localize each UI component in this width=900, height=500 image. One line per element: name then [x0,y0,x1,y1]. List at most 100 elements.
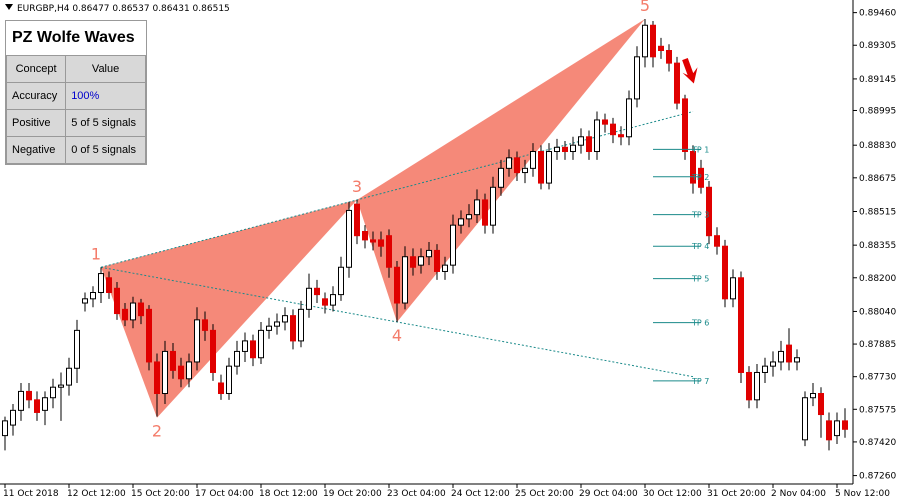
y-tick-label: 0.87885 [859,340,896,350]
candle-body [626,98,632,138]
candle-body [426,249,432,258]
target-label: TP 7 [691,377,709,386]
candle-body [762,365,768,373]
candle-body [370,239,376,243]
y-tick-label: 0.87420 [859,438,896,448]
candle-body [98,273,104,294]
candle-body [738,277,744,373]
candle-body [226,365,232,395]
candle-body [386,235,392,268]
y-tick-label: 0.89305 [859,41,896,51]
candle-body [722,245,728,300]
cell: 5 of 5 signals [65,109,146,137]
y-tick-label: 0.88515 [859,207,896,217]
candle-body [66,367,72,386]
y-tick-label: 0.87730 [859,373,896,383]
candle-body [546,151,552,184]
candle-body [154,361,160,395]
candle-body [50,386,56,399]
x-tick-label: 17 Oct 04:00 [195,489,254,499]
candle-body [810,393,816,399]
candle-body [338,266,344,296]
candle-body [818,393,824,416]
candle-body [474,199,480,216]
x-tick-label: 11 Oct 2018 [3,489,59,499]
panel-title: PZ Wolfe Waves [12,29,135,46]
candle-body [418,256,424,266]
y-tick-label: 0.89460 [859,9,896,19]
target-label: TP 6 [691,319,709,328]
candle-body [42,397,48,411]
candle-body [58,384,64,388]
candle-body [250,340,256,359]
candle-body [578,136,584,146]
cell: Positive [5,109,67,137]
cell: 0 of 5 signals [65,136,146,164]
candle-body [282,315,288,323]
candle-body [778,350,784,363]
candle-body [842,420,848,430]
candle-body [162,350,168,395]
candle-body [826,420,832,441]
candle-body [618,134,624,138]
candle-body [770,361,776,367]
candle-body [394,266,400,304]
candle-body [410,256,416,268]
y-tick-label: 0.88200 [859,274,896,284]
candle-body [202,319,208,331]
wave-label: 4 [392,326,402,345]
candle-body [554,146,560,153]
x-tick-label: 18 Oct 12:00 [259,489,318,499]
x-tick-label: 2 Nov 04:00 [771,489,826,499]
candle-body [298,308,304,342]
candle-body [634,56,640,100]
candle-body [786,344,792,363]
x-tick-label: 5 Nov 12:00 [835,489,890,499]
candle-body [90,292,96,300]
wave-label: 2 [152,422,162,441]
candle-body [610,123,616,136]
candle-body [186,361,192,380]
candle-body [266,325,272,331]
cell: Accuracy [5,82,67,110]
candle-body [706,186,712,237]
cell: Negative [5,136,67,164]
candle-body [674,62,680,104]
target-label: TP 3 [691,211,709,220]
candle-body [746,371,752,401]
candle-body [562,146,568,153]
candle-body [354,203,360,237]
candle-body [314,287,320,296]
candle-body [682,98,688,153]
header-cell: Value [65,55,146,83]
panel-table: Concept Value Accuracy 100% Positive 5 of 5… [5,55,146,164]
cell: 100% [65,82,146,110]
candle-body [34,399,40,413]
candle-body [402,256,408,304]
candle-body [194,319,200,363]
candle-body [522,167,528,174]
y-tick-label: 0.88040 [859,307,896,317]
candle-body [242,340,248,352]
candle-body [114,287,120,315]
candle-body [594,119,600,153]
candle-body [498,167,504,188]
candle-body [378,239,384,247]
candle-body [450,224,456,266]
candle-body [466,214,472,220]
candle-body [514,157,520,174]
candle-body [690,151,696,184]
candle-body [10,409,16,426]
candle-body [362,230,368,241]
candle-body [26,390,32,401]
candle-body [330,294,336,306]
candle-body [538,151,544,184]
candle-body [666,50,672,64]
candle-body [82,298,88,304]
target-label: TP 2 [691,173,709,182]
candle-body [586,136,592,153]
candle-body [698,167,704,188]
y-tick-label: 0.88675 [859,174,896,184]
x-tick-label: 31 Oct 20:00 [707,489,766,499]
